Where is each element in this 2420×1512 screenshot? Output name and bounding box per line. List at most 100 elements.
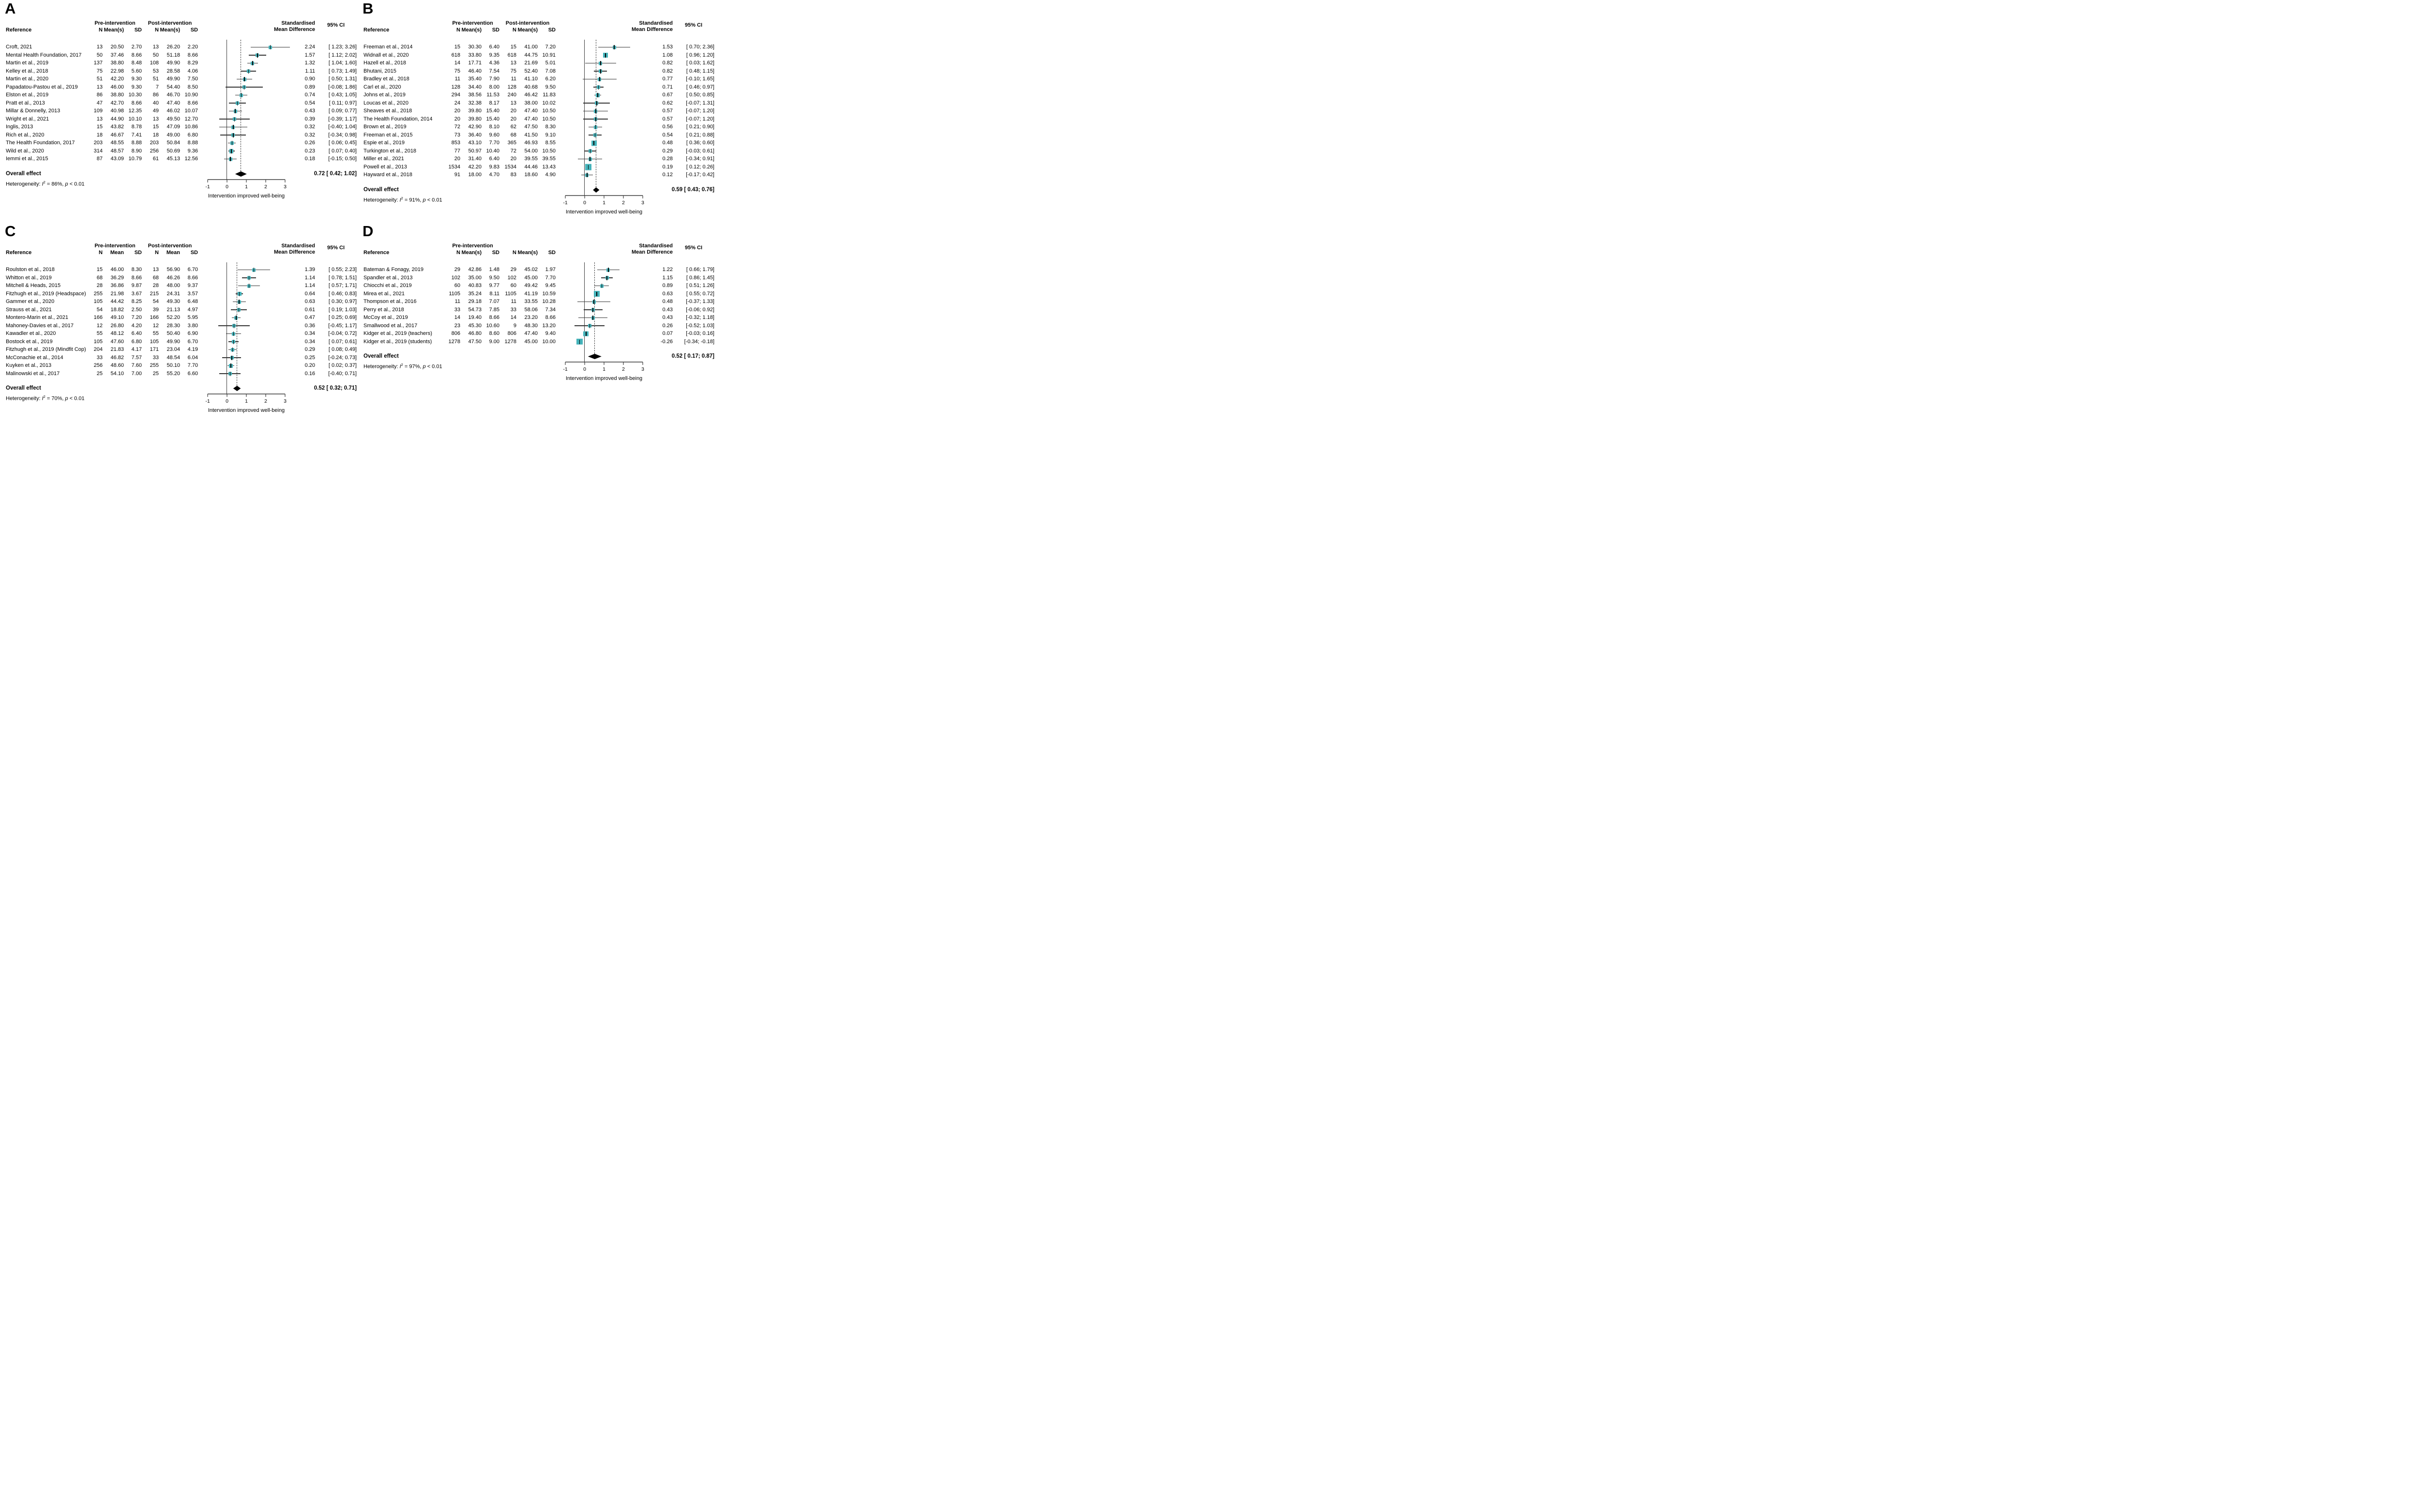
pre-n: 86	[96, 92, 103, 98]
study-reference: Gammer et al., 2020	[6, 299, 55, 305]
pre-mean: 42.20	[468, 164, 482, 170]
study-row: Mirea et al., 2021 1105 35.24 8.11 1105 41.19…	[363, 290, 714, 298]
point-estimate-tick	[232, 125, 234, 130]
post-n: 255	[150, 363, 159, 369]
post-n: 68	[510, 132, 516, 138]
effect-plot-cell	[198, 338, 295, 346]
effect-plot-cell	[556, 59, 652, 67]
post-mean: 24.31	[166, 290, 180, 297]
post-mean: 50.10	[166, 363, 180, 369]
study-row: The Health Foundation, 2017 203 48.55 8.88 2…	[6, 139, 357, 147]
pre-n: 256	[93, 363, 103, 369]
panel-A: A Pre-intervention Post-intervention Ref…	[0, 0, 358, 207]
post-sd: 7.70	[545, 274, 556, 281]
post-sd: 1.97	[545, 267, 556, 273]
study-row: Mahoney-Davies et al., 2017 12 26.80 4.20 12…	[6, 322, 357, 330]
post-sd: 5.01	[545, 60, 556, 66]
post-n: 33	[510, 306, 516, 313]
ci-header: 95% CI	[327, 22, 345, 29]
heterogeneity-note: Heterogeneity: I2 = 86%, p < 0.01	[6, 180, 85, 187]
pre-mean: 18.00	[468, 172, 482, 178]
study-row: Spandler et al., 2013 102 35.00 9.50 102 45.0…	[363, 274, 714, 282]
pre-mean: 46.82	[110, 354, 124, 361]
post-n: 12	[152, 322, 159, 329]
smd-value: 1.14	[304, 274, 315, 281]
effect-plot-cell	[556, 298, 652, 306]
point-estimate-tick	[594, 133, 596, 137]
post-mean: 21.13	[166, 306, 180, 313]
svg-text:1: 1	[245, 398, 248, 404]
footer-band: Heterogeneity: I2 = 86%, p < 0.01 -1 0 1 2 3…	[6, 179, 357, 199]
post-mean: 46.26	[166, 274, 180, 281]
smd-value: 0.34	[304, 338, 315, 345]
post-mean: 49.30	[166, 299, 180, 305]
post-sd: 39.55	[542, 156, 556, 162]
pre-sd: 10.60	[486, 322, 499, 329]
x-axis-ticks: -1 0 1 2 3	[563, 195, 644, 206]
smd-value: 0.56	[662, 124, 673, 130]
ci-value: [-0.03; 0.16]	[686, 331, 714, 337]
svg-text:-1: -1	[563, 200, 567, 206]
effect-plot-cell	[556, 338, 652, 346]
study-reference: Bostock et al., 2019	[6, 338, 53, 345]
post-sd: 13.43	[542, 164, 556, 170]
point-estimate-tick	[606, 275, 607, 280]
pre-mean: 48.57	[110, 148, 124, 154]
study-reference: Bradley et al., 2018	[363, 76, 409, 82]
forest-plot-figure: A Pre-intervention Post-intervention Ref…	[0, 0, 715, 422]
study-reference: Martin et al., 2019	[6, 60, 49, 66]
plot-region: Roulston et al., 2018 15 46.00 8.30 13 56.90 6…	[6, 262, 357, 413]
effect-plot-cell	[556, 91, 652, 99]
post-n: 72	[510, 148, 516, 154]
study-reference: Mitchell & Heads, 2015	[6, 283, 61, 289]
pre-mean: 54.10	[110, 370, 124, 377]
study-reference: Hazell et al., 2018	[363, 60, 407, 66]
ci-value: [ 0.30; 0.97]	[328, 299, 357, 305]
effect-plot-cell	[198, 99, 295, 107]
ci-value: [ 0.46; 0.83]	[328, 290, 357, 297]
pre-mean: 48.12	[110, 331, 124, 337]
study-row: Martin et al., 2020 51 42.20 9.30 51 49.90 7.5…	[6, 75, 357, 83]
effect-plot-cell	[198, 314, 295, 322]
ci-value: [ 0.03; 1.62]	[686, 60, 714, 66]
study-row: Mitchell & Heads, 2015 28 36.86 9.87 28 48.00…	[6, 282, 357, 290]
effect-plot-cell	[198, 43, 295, 51]
pre-sd: 9.30	[131, 76, 142, 82]
post-sd: 6.70	[187, 267, 198, 273]
post-n-header: N	[513, 250, 516, 256]
smd-value: 0.90	[304, 76, 315, 82]
pre-n: 1278	[448, 338, 460, 345]
post-sd: 10.91	[542, 52, 556, 58]
post-mean: 28.30	[166, 322, 180, 329]
pre-mean: 50.97	[468, 148, 482, 154]
pre-mean: 32.38	[468, 100, 482, 106]
smd-value: 0.26	[304, 140, 315, 146]
ci-value: [-0.04; 0.72]	[328, 331, 357, 337]
smd-value: 0.89	[662, 283, 673, 289]
study-row: McConachie et al., 2014 33 46.82 7.57 33 48.5…	[6, 354, 357, 362]
svg-text:3: 3	[284, 184, 287, 190]
post-n: 11	[511, 76, 516, 82]
pre-n: 166	[93, 315, 103, 321]
panel-C: C Pre-intervention Post-intervention Ref…	[0, 223, 358, 421]
pre-n: 314	[93, 148, 103, 154]
pre-mean: 18.82	[110, 306, 124, 313]
ci-value: [-0.45; 1.17]	[328, 322, 357, 329]
pre-n: 203	[93, 140, 103, 146]
pre-n: 75	[96, 68, 103, 74]
post-mean-header: Mean(s)	[517, 250, 538, 256]
study-row: Roulston et al., 2018 15 46.00 8.30 13 56.90 6…	[6, 266, 357, 274]
post-mean: 41.10	[524, 76, 538, 82]
pre-sd: 9.83	[489, 164, 499, 170]
pre-sd: 4.70	[489, 172, 499, 178]
study-reference: Rich et al., 2020	[6, 132, 45, 138]
post-sd: 6.90	[187, 331, 198, 337]
effect-plot-cell	[556, 131, 652, 139]
x-axis-ticks: -1 0 1 2 3	[563, 362, 644, 372]
ci-value: [ 0.73; 1.49]	[328, 68, 357, 74]
pre-n: 20	[454, 108, 460, 114]
post-sd: 4.97	[187, 306, 198, 313]
overall-row: Overall effect 0.72 [ 0.42; 1.02]	[6, 169, 357, 179]
post-n: 13	[152, 44, 159, 50]
post-sd: 10.50	[542, 116, 556, 122]
